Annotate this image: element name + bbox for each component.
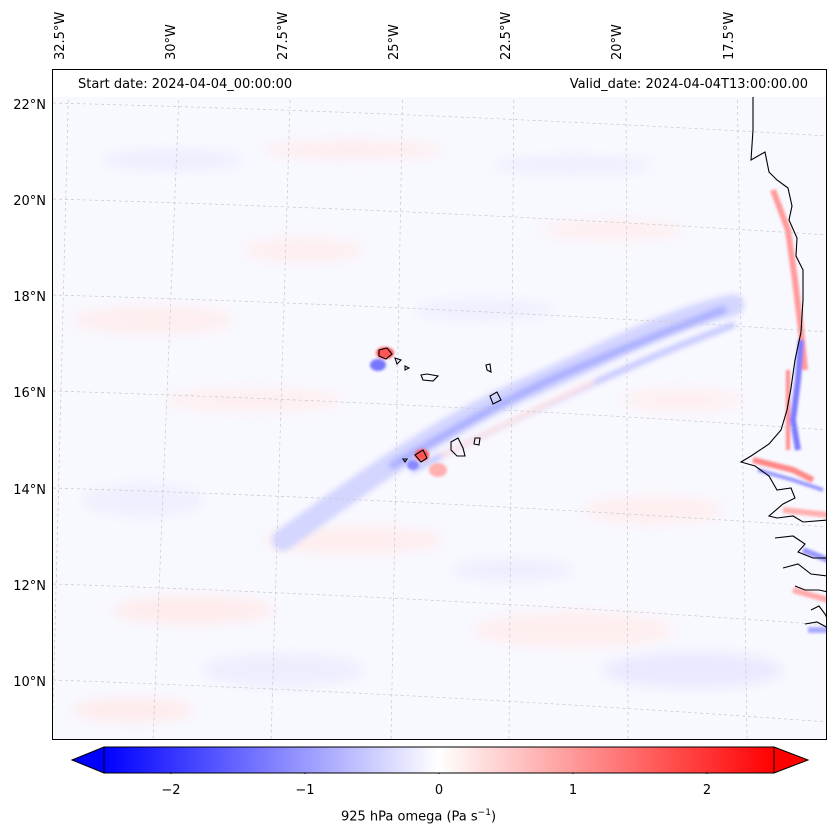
colorbar-tick-label: −1	[295, 783, 315, 798]
colorbar-title: 925 hPa omega (Pa s−1)	[340, 808, 497, 825]
lon-label-30w: 30°W	[164, 24, 179, 60]
lon-label-22-5w: 22.5°W	[499, 11, 514, 60]
lat-label-12n: 12°N	[13, 579, 46, 594]
colorbar-tick-label: 2	[702, 783, 712, 798]
colorbar-gradient	[103, 746, 775, 774]
valid-date-label: Valid_date: 2024-04-04T13:00:00.00	[567, 77, 810, 92]
coastal-omega	[752, 188, 826, 633]
map-panel[interactable]	[52, 69, 827, 740]
lon-label-32-5w: 32.5°W	[53, 11, 68, 60]
lat-label-20n: 20°N	[13, 194, 46, 209]
colorbar	[70, 746, 810, 774]
colorbar-tick-label: −2	[161, 783, 181, 798]
lon-label-17-5w: 17.5°W	[722, 11, 737, 60]
start-date-label: Start date: 2024-04-04_00:00:00	[76, 77, 295, 92]
lon-label-25w: 25°W	[387, 24, 402, 60]
lon-label-20w: 20°W	[610, 24, 625, 60]
colorbar-ticks	[170, 773, 708, 774]
lon-label-27-5w: 27.5°W	[276, 11, 291, 60]
lat-label-22n: 22°N	[13, 98, 46, 113]
lat-label-14n: 14°N	[13, 483, 46, 498]
colorbar-tick-label: 1	[568, 783, 578, 798]
lat-label-16n: 16°N	[13, 386, 46, 401]
africa-coastline	[739, 70, 826, 628]
colorbar-tick-label: 0	[434, 783, 444, 798]
island-dipoles	[370, 347, 447, 477]
colorbar-max-arrow	[773, 746, 810, 774]
cape-verde-islands	[378, 347, 502, 463]
graticule	[53, 70, 826, 739]
colorbar-min-arrow	[70, 746, 105, 774]
lat-label-18n: 18°N	[13, 290, 46, 305]
convergence-band	[272, 294, 744, 551]
lat-label-10n: 10°N	[13, 675, 46, 690]
omega-field-map	[53, 70, 826, 739]
